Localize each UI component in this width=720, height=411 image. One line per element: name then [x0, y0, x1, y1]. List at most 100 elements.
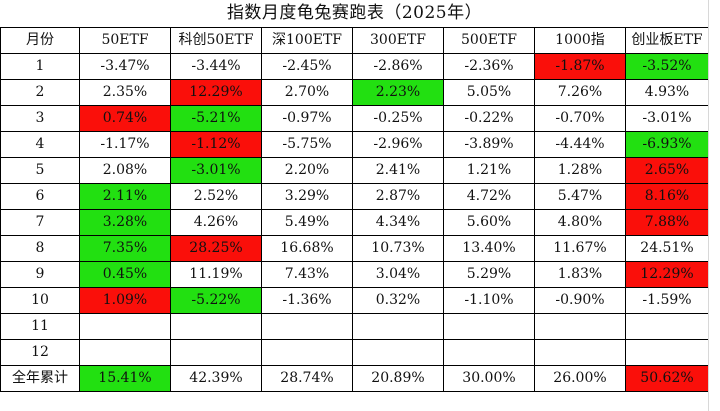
value-cell[interactable]	[352, 313, 444, 340]
value-cell[interactable]: 2.08%	[79, 157, 171, 184]
value-cell[interactable]: -2.36%	[443, 53, 535, 80]
value-cell[interactable]	[261, 339, 353, 366]
value-cell[interactable]: 3.28%	[79, 209, 171, 236]
value-cell[interactable]: -0.22%	[443, 105, 535, 132]
value-cell[interactable]	[170, 313, 262, 340]
header-500etf[interactable]: 500ETF	[443, 27, 535, 54]
value-cell[interactable]	[443, 313, 535, 340]
value-cell[interactable]: 2.41%	[352, 157, 444, 184]
value-cell[interactable]	[443, 339, 535, 366]
value-cell[interactable]: 8.16%	[625, 183, 709, 210]
value-cell[interactable]: 5.60%	[443, 209, 535, 236]
value-cell[interactable]: 12.29%	[170, 79, 262, 106]
value-cell[interactable]: 28.25%	[170, 235, 262, 262]
value-cell[interactable]: 0.74%	[79, 105, 171, 132]
value-cell[interactable]	[625, 339, 709, 366]
value-cell[interactable]: 5.29%	[443, 261, 535, 288]
value-cell[interactable]	[261, 313, 353, 340]
value-cell[interactable]: -5.22%	[170, 287, 262, 314]
value-cell[interactable]: 2.11%	[79, 183, 171, 210]
header-chuangyebanetf[interactable]: 创业板ETF	[625, 27, 709, 54]
value-cell[interactable]: 2.23%	[352, 79, 444, 106]
value-cell[interactable]: 2.70%	[261, 79, 353, 106]
value-cell[interactable]: 7.26%	[534, 79, 626, 106]
value-cell[interactable]: 1.28%	[534, 157, 626, 184]
value-cell[interactable]: 30.00%	[443, 365, 535, 392]
month-cell[interactable]: 4	[0, 131, 80, 158]
value-cell[interactable]: 11.19%	[170, 261, 262, 288]
value-cell[interactable]: 2.65%	[625, 157, 709, 184]
month-cell[interactable]: 2	[0, 79, 80, 106]
value-cell[interactable]: 50.62%	[625, 365, 709, 392]
value-cell[interactable]: 4.34%	[352, 209, 444, 236]
value-cell[interactable]	[534, 313, 626, 340]
value-cell[interactable]: 10.73%	[352, 235, 444, 262]
month-cell[interactable]: 12	[0, 339, 80, 366]
month-cell[interactable]: 1	[0, 53, 80, 80]
value-cell[interactable]	[79, 339, 171, 366]
value-cell[interactable]: 12.29%	[625, 261, 709, 288]
value-cell[interactable]: 13.40%	[443, 235, 535, 262]
header-300etf[interactable]: 300ETF	[352, 27, 444, 54]
value-cell[interactable]: -1.36%	[261, 287, 353, 314]
value-cell[interactable]: -3.01%	[170, 157, 262, 184]
value-cell[interactable]	[170, 339, 262, 366]
value-cell[interactable]: 5.49%	[261, 209, 353, 236]
month-cell[interactable]: 5	[0, 157, 80, 184]
month-cell[interactable]: 7	[0, 209, 80, 236]
value-cell[interactable]: -5.21%	[170, 105, 262, 132]
value-cell[interactable]: -0.97%	[261, 105, 353, 132]
value-cell[interactable]: 1.83%	[534, 261, 626, 288]
header-month[interactable]: 月份	[0, 27, 80, 54]
value-cell[interactable]: 4.26%	[170, 209, 262, 236]
value-cell[interactable]: 7.88%	[625, 209, 709, 236]
value-cell[interactable]: 4.80%	[534, 209, 626, 236]
value-cell[interactable]: -1.87%	[534, 53, 626, 80]
value-cell[interactable]	[352, 339, 444, 366]
value-cell[interactable]: -0.70%	[534, 105, 626, 132]
month-cell[interactable]: 3	[0, 105, 80, 132]
month-cell[interactable]: 9	[0, 261, 80, 288]
month-cell[interactable]: 10	[0, 287, 80, 314]
value-cell[interactable]: -0.25%	[352, 105, 444, 132]
value-cell[interactable]	[534, 339, 626, 366]
value-cell[interactable]: 1.09%	[79, 287, 171, 314]
value-cell[interactable]: 2.52%	[170, 183, 262, 210]
value-cell[interactable]: -3.01%	[625, 105, 709, 132]
value-cell[interactable]	[625, 313, 709, 340]
value-cell[interactable]: 7.35%	[79, 235, 171, 262]
value-cell[interactable]: -2.45%	[261, 53, 353, 80]
value-cell[interactable]: 42.39%	[170, 365, 262, 392]
month-cell[interactable]: 6	[0, 183, 80, 210]
value-cell[interactable]: 7.43%	[261, 261, 353, 288]
value-cell[interactable]: -1.17%	[79, 131, 171, 158]
value-cell[interactable]: 11.67%	[534, 235, 626, 262]
value-cell[interactable]: -1.12%	[170, 131, 262, 158]
value-cell[interactable]: 28.74%	[261, 365, 353, 392]
value-cell[interactable]: -5.75%	[261, 131, 353, 158]
value-cell[interactable]: -2.96%	[352, 131, 444, 158]
value-cell[interactable]: -1.10%	[443, 287, 535, 314]
value-cell[interactable]: 5.47%	[534, 183, 626, 210]
value-cell[interactable]: -2.86%	[352, 53, 444, 80]
value-cell[interactable]: 1.21%	[443, 157, 535, 184]
value-cell[interactable]: 3.04%	[352, 261, 444, 288]
value-cell[interactable]: 0.32%	[352, 287, 444, 314]
value-cell[interactable]	[79, 313, 171, 340]
value-cell[interactable]: 4.93%	[625, 79, 709, 106]
value-cell[interactable]: 5.05%	[443, 79, 535, 106]
value-cell[interactable]: 2.35%	[79, 79, 171, 106]
value-cell[interactable]: 20.89%	[352, 365, 444, 392]
value-cell[interactable]: -3.89%	[443, 131, 535, 158]
value-cell[interactable]: -3.47%	[79, 53, 171, 80]
header-shen100etf[interactable]: 深100ETF	[261, 27, 353, 54]
value-cell[interactable]: 24.51%	[625, 235, 709, 262]
value-cell[interactable]: 16.68%	[261, 235, 353, 262]
header-1000index[interactable]: 1000指	[534, 27, 626, 54]
month-cell[interactable]: 全年累计	[0, 365, 80, 392]
value-cell[interactable]: 2.87%	[352, 183, 444, 210]
value-cell[interactable]: -3.44%	[170, 53, 262, 80]
value-cell[interactable]: 2.20%	[261, 157, 353, 184]
value-cell[interactable]: 26.00%	[534, 365, 626, 392]
value-cell[interactable]: -1.59%	[625, 287, 709, 314]
